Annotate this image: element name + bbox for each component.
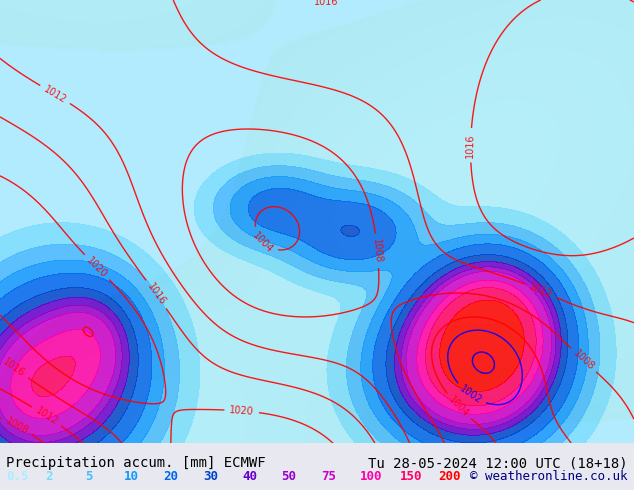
Text: 10: 10 (124, 470, 139, 483)
Text: 1002: 1002 (458, 384, 484, 406)
Text: 5: 5 (85, 470, 93, 483)
Text: 150: 150 (399, 470, 422, 483)
Text: 1012: 1012 (527, 281, 554, 300)
Text: 100: 100 (360, 470, 382, 483)
Text: 0.5: 0.5 (6, 470, 29, 483)
Text: Tu 28-05-2024 12:00 UTC (18+18): Tu 28-05-2024 12:00 UTC (18+18) (368, 457, 628, 470)
Text: 1012: 1012 (42, 84, 68, 105)
Text: 30: 30 (203, 470, 218, 483)
Text: 1008: 1008 (4, 416, 30, 436)
Text: 1008: 1008 (571, 348, 596, 372)
Text: © weatheronline.co.uk: © weatheronline.co.uk (470, 470, 628, 483)
Text: 200: 200 (439, 470, 461, 483)
Text: 1016: 1016 (145, 281, 167, 307)
Text: 1020: 1020 (229, 405, 254, 417)
Text: 40: 40 (242, 470, 257, 483)
Text: 1004: 1004 (446, 394, 471, 419)
Text: Precipitation accum. [mm] ECMWF: Precipitation accum. [mm] ECMWF (6, 457, 266, 470)
Text: 1008: 1008 (372, 238, 384, 264)
Text: 1012: 1012 (34, 405, 60, 427)
Text: 75: 75 (321, 470, 336, 483)
Text: 20: 20 (164, 470, 179, 483)
Text: 1016: 1016 (1, 357, 27, 379)
Text: 1020: 1020 (85, 255, 109, 279)
Text: 1016: 1016 (314, 0, 339, 7)
Text: 1016: 1016 (465, 133, 476, 158)
Text: 1004: 1004 (251, 230, 275, 254)
Text: 50: 50 (281, 470, 297, 483)
Text: 2: 2 (46, 470, 53, 483)
